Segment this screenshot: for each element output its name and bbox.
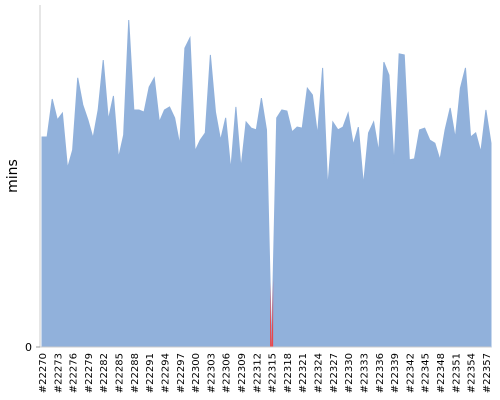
x-tick-label: #22342 <box>405 353 416 393</box>
x-tick-label: #22282 <box>99 353 110 393</box>
area <box>41 20 492 348</box>
x-tick-label: #22297 <box>176 353 187 393</box>
x-tick-label: #22270 <box>38 353 49 393</box>
x-tick-label: #22357 <box>482 353 493 393</box>
x-tick-label: #22333 <box>359 353 370 393</box>
y-axis-label: mins <box>5 159 21 193</box>
x-tick-label: #22330 <box>344 353 355 393</box>
x-tick-label: #22276 <box>69 353 80 393</box>
x-tick-label: #22279 <box>84 353 95 393</box>
x-tick-label: #22336 <box>375 353 386 393</box>
x-tick-label: #22318 <box>283 353 294 393</box>
x-tick-label: #22285 <box>115 353 126 393</box>
x-tick-label: #22306 <box>222 353 233 393</box>
x-tick-label: #22354 <box>467 353 478 393</box>
x-tick-label: #22312 <box>252 353 263 393</box>
x-tick-label: #22339 <box>390 353 401 393</box>
x-tick-label: #22324 <box>314 353 325 393</box>
x-tick-label: #22294 <box>160 353 171 393</box>
x-tick-label: #22300 <box>191 353 202 393</box>
x-tick-label: #22327 <box>329 353 340 393</box>
x-tick-label: #22288 <box>130 353 141 393</box>
x-tick-label: #22291 <box>145 353 156 393</box>
failed-area <box>270 278 274 347</box>
x-tick-label: #22345 <box>421 353 432 393</box>
x-tick-label: #22351 <box>451 353 462 393</box>
x-tick-label: #22273 <box>53 353 64 393</box>
x-tick-label: #22321 <box>298 353 309 393</box>
x-tick-label: #22303 <box>206 353 217 393</box>
x-tick-label: #22315 <box>268 353 279 393</box>
x-tick-label: #22309 <box>237 353 248 393</box>
y-tick-label: 0 <box>25 341 32 354</box>
x-tick-label: #22348 <box>436 353 447 393</box>
